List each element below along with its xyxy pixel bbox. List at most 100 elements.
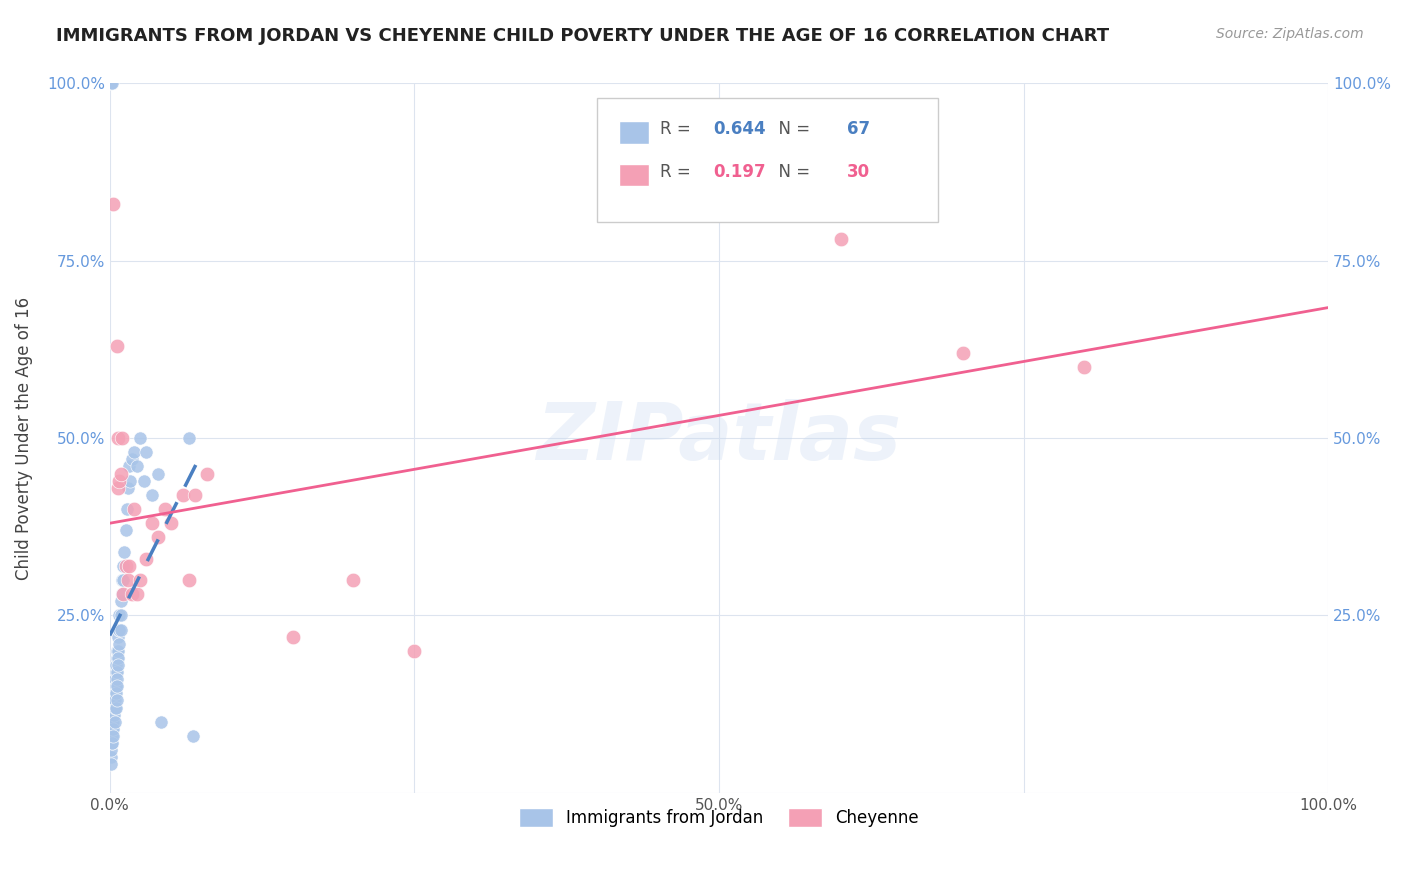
Point <box>195 467 218 481</box>
Point <box>110 623 132 637</box>
Point <box>105 665 128 679</box>
Point <box>104 686 127 700</box>
Point <box>108 623 131 637</box>
Point <box>135 445 157 459</box>
Point <box>132 474 155 488</box>
Text: Source: ZipAtlas.com: Source: ZipAtlas.com <box>1216 27 1364 41</box>
FancyBboxPatch shape <box>598 97 938 222</box>
Text: N =: N = <box>768 120 815 138</box>
Point <box>103 700 125 714</box>
Point <box>104 714 127 729</box>
Point <box>129 573 152 587</box>
Point <box>107 644 129 658</box>
Point <box>100 77 122 91</box>
Text: 30: 30 <box>846 163 870 181</box>
Point <box>121 452 143 467</box>
Point <box>100 77 122 91</box>
Point <box>104 686 127 700</box>
Bar <box>619 163 650 186</box>
Point <box>105 672 128 686</box>
Point <box>122 445 145 459</box>
Point <box>125 587 148 601</box>
Point <box>1073 360 1095 375</box>
Legend: Immigrants from Jordan, Cheyenne: Immigrants from Jordan, Cheyenne <box>513 801 925 834</box>
Point <box>104 700 127 714</box>
Point <box>110 594 132 608</box>
Point <box>281 630 304 644</box>
Point <box>342 573 364 587</box>
Point <box>830 232 852 246</box>
Point <box>104 672 127 686</box>
Point <box>141 516 163 530</box>
Point <box>105 644 128 658</box>
Point <box>184 488 207 502</box>
Point <box>112 587 135 601</box>
Point <box>114 558 136 573</box>
Point <box>103 197 125 211</box>
Point <box>118 459 141 474</box>
Point <box>105 651 128 665</box>
Point <box>105 339 128 353</box>
Text: ZIPatlas: ZIPatlas <box>537 399 901 477</box>
Bar <box>619 121 650 144</box>
Point <box>153 502 176 516</box>
Point <box>101 722 124 736</box>
Point <box>120 474 142 488</box>
Point <box>111 431 134 445</box>
Point <box>103 693 125 707</box>
Point <box>112 544 135 558</box>
Point <box>105 679 128 693</box>
Point <box>181 729 204 743</box>
Point <box>107 651 129 665</box>
Point <box>101 736 124 750</box>
Point <box>105 658 128 673</box>
Point <box>115 502 138 516</box>
Text: N =: N = <box>768 163 815 181</box>
Point <box>103 729 125 743</box>
Point <box>121 587 143 601</box>
Point <box>100 77 122 91</box>
Point <box>108 637 131 651</box>
Point <box>101 714 124 729</box>
Point <box>104 700 127 714</box>
Point <box>177 431 200 445</box>
Point <box>108 608 131 623</box>
Point <box>117 573 139 587</box>
Point <box>107 630 129 644</box>
Point <box>159 516 181 530</box>
Point <box>105 693 128 707</box>
Point <box>100 757 122 772</box>
Point <box>114 523 136 537</box>
Point <box>100 736 122 750</box>
Point <box>107 658 129 673</box>
Point <box>107 431 129 445</box>
Point <box>111 587 134 601</box>
Point <box>101 707 124 722</box>
Point <box>104 679 127 693</box>
Text: 0.197: 0.197 <box>713 163 765 181</box>
Point <box>100 750 122 764</box>
Text: 67: 67 <box>846 120 870 138</box>
Point <box>100 743 122 757</box>
Point <box>110 608 132 623</box>
Text: IMMIGRANTS FROM JORDAN VS CHEYENNE CHILD POVERTY UNDER THE AGE OF 16 CORRELATION: IMMIGRANTS FROM JORDAN VS CHEYENNE CHILD… <box>56 27 1109 45</box>
Point <box>108 474 131 488</box>
Point <box>177 573 200 587</box>
Point <box>149 714 172 729</box>
Point <box>952 346 974 360</box>
Point <box>135 551 157 566</box>
Point <box>111 573 134 587</box>
Text: R =: R = <box>661 163 702 181</box>
Point <box>129 431 152 445</box>
Point <box>112 558 135 573</box>
Y-axis label: Child Poverty Under the Age of 16: Child Poverty Under the Age of 16 <box>15 296 32 580</box>
Point <box>125 459 148 474</box>
Point <box>148 467 170 481</box>
Point <box>104 679 127 693</box>
Point <box>148 530 170 544</box>
Point <box>103 722 125 736</box>
Text: 0.644: 0.644 <box>713 120 765 138</box>
Point <box>103 707 125 722</box>
Point <box>117 481 139 495</box>
Point <box>107 481 129 495</box>
